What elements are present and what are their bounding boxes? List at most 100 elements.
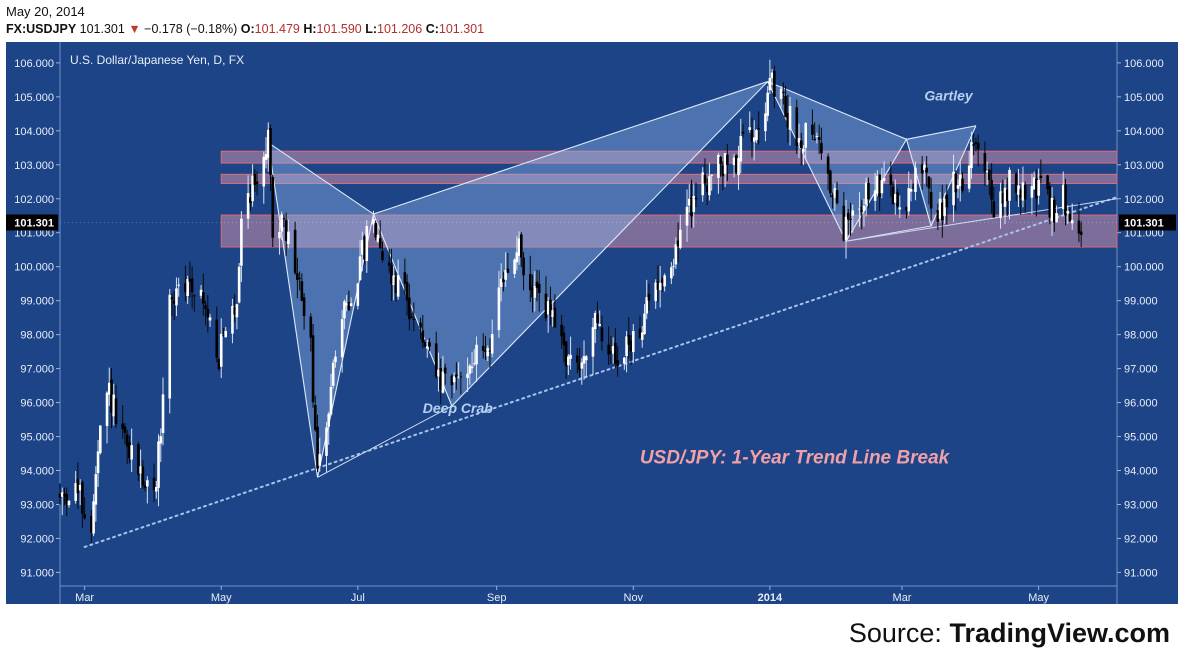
candle-body xyxy=(224,330,228,338)
candle-body xyxy=(255,181,259,185)
candle-body xyxy=(611,346,615,354)
close-value: 101.301 xyxy=(438,22,485,36)
candle-body xyxy=(280,214,284,232)
candle-body xyxy=(938,198,942,219)
candle-body xyxy=(858,208,861,210)
candle-body xyxy=(766,92,769,116)
candle-body xyxy=(114,398,118,425)
x-tick-label: May xyxy=(211,592,232,604)
y-tick-label-right: 92.000 xyxy=(1124,533,1158,545)
candle-body xyxy=(687,198,691,206)
candle-body xyxy=(802,148,805,152)
candle-body xyxy=(78,484,82,491)
y-tick-label-left: 96.000 xyxy=(20,398,54,410)
candle-body xyxy=(929,191,933,209)
candle-body xyxy=(719,156,722,164)
candle-body xyxy=(486,348,490,357)
candle-body xyxy=(502,278,505,283)
candle-body xyxy=(1005,189,1009,202)
candle-body xyxy=(551,310,554,318)
candle-body xyxy=(889,174,893,185)
y-tick-label-left: 102.000 xyxy=(14,194,54,206)
candle-body xyxy=(952,171,955,206)
last-price-tag-right xyxy=(1119,214,1176,231)
y-tick-label-left: 92.000 xyxy=(20,533,54,545)
candle-body xyxy=(804,123,808,148)
y-tick-label-left: 95.000 xyxy=(20,432,54,444)
candle-body xyxy=(629,340,633,352)
candle-body xyxy=(535,281,539,288)
chart-background xyxy=(6,42,1178,604)
chart-date: May 20, 2014 xyxy=(6,4,85,19)
candle-body xyxy=(893,194,897,203)
candle-body xyxy=(219,333,223,367)
candle-body xyxy=(152,477,156,490)
candle-body xyxy=(817,137,821,140)
source-brand[interactable]: TradingView.com xyxy=(949,618,1170,648)
y-tick-label-right: 99.000 xyxy=(1124,296,1158,308)
candle-body xyxy=(737,157,740,176)
candle-body xyxy=(157,441,160,488)
candle-body xyxy=(443,367,447,374)
candle-body xyxy=(726,154,729,165)
y-tick-label-right: 100.000 xyxy=(1124,262,1164,274)
candle-body xyxy=(296,273,299,280)
candle-body xyxy=(159,436,163,444)
candle-body xyxy=(784,96,787,118)
y-tick-label-right: 93.000 xyxy=(1124,499,1158,511)
candle-body xyxy=(334,356,337,363)
candle-body xyxy=(943,199,946,217)
candle-body xyxy=(614,342,617,364)
candle-body xyxy=(99,425,102,454)
y-tick-label-right: 101.000 xyxy=(1124,228,1164,240)
candle-body xyxy=(1030,185,1034,198)
candle-body xyxy=(654,282,657,302)
candle-body xyxy=(123,426,127,433)
candle-body xyxy=(593,313,597,329)
candle-body xyxy=(470,366,474,369)
candle-body xyxy=(468,365,472,374)
candle-body xyxy=(298,277,301,279)
candle-body xyxy=(345,302,348,306)
candle-body xyxy=(282,218,286,220)
candle-body xyxy=(779,88,783,99)
candle-body xyxy=(976,142,980,150)
candle-body xyxy=(768,77,772,91)
candle-body xyxy=(143,485,147,488)
candle-body xyxy=(658,282,662,291)
candle-body xyxy=(972,143,975,146)
y-tick-label-left: 91.000 xyxy=(20,567,54,579)
candle-body xyxy=(829,170,832,194)
price-chart[interactable]: 91.000 91.000 92.000 92.000 93.000 93.000 94.0… xyxy=(6,42,1178,604)
candle-body xyxy=(506,268,510,273)
candle-body xyxy=(1048,186,1052,218)
candle-body xyxy=(271,176,275,238)
candle-body xyxy=(925,167,928,173)
close-label: C: xyxy=(425,22,439,36)
candle-body xyxy=(876,175,879,194)
pattern-leg xyxy=(267,142,374,215)
candle-body xyxy=(638,328,642,339)
candle-body xyxy=(246,193,250,219)
x-tick-label: Sep xyxy=(487,592,507,604)
symbol[interactable]: FX:USDJPY xyxy=(6,22,77,36)
candle-body xyxy=(907,188,911,212)
last-price-tag-left xyxy=(6,214,58,231)
candle-body xyxy=(988,170,991,181)
candle-body xyxy=(703,174,707,184)
candle-body xyxy=(1068,213,1072,222)
candle-body xyxy=(750,129,754,142)
candle-body xyxy=(309,316,313,338)
candle-body xyxy=(76,479,80,494)
candle-body xyxy=(455,374,458,378)
candle-body xyxy=(582,356,586,364)
candle-body xyxy=(625,336,628,357)
x-tick-label: Mar xyxy=(893,592,912,604)
candle-body xyxy=(405,281,409,301)
candle-body xyxy=(459,376,463,378)
price-zones xyxy=(220,150,1118,248)
candle-body xyxy=(1070,220,1074,224)
candle-body xyxy=(428,342,431,347)
candle-body xyxy=(481,345,485,351)
trend-line xyxy=(83,196,1118,548)
